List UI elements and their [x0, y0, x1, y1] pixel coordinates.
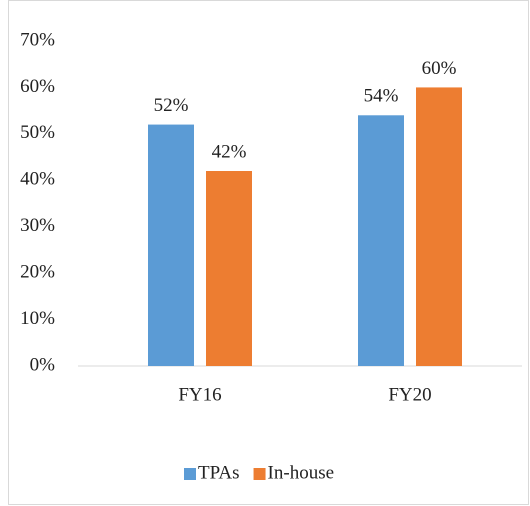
bar: [416, 87, 462, 366]
chart-frame: [8, 0, 529, 505]
y-tick-label: 70%: [20, 29, 55, 50]
bar: [358, 115, 404, 367]
bar: [206, 171, 252, 366]
data-label: 52%: [154, 95, 189, 116]
data-label: 42%: [212, 141, 247, 162]
y-tick-label: 30%: [20, 215, 55, 236]
y-tick-label: 40%: [20, 169, 55, 190]
legend-swatch: [184, 468, 196, 480]
y-tick-label: 10%: [20, 308, 55, 329]
data-label: 60%: [422, 58, 457, 79]
legend-label: In-house: [268, 462, 334, 483]
bar: [148, 124, 194, 366]
y-tick-label: 50%: [20, 122, 55, 143]
x-tick-label: FY20: [388, 384, 431, 405]
legend-swatch: [253, 468, 266, 480]
y-tick-label: 60%: [20, 76, 55, 97]
y-tick-label: 20%: [20, 262, 55, 283]
x-tick-label: FY16: [178, 384, 221, 405]
y-tick-label: 0%: [30, 354, 56, 375]
legend-label: TPAs: [198, 462, 240, 483]
data-label: 54%: [364, 86, 399, 107]
